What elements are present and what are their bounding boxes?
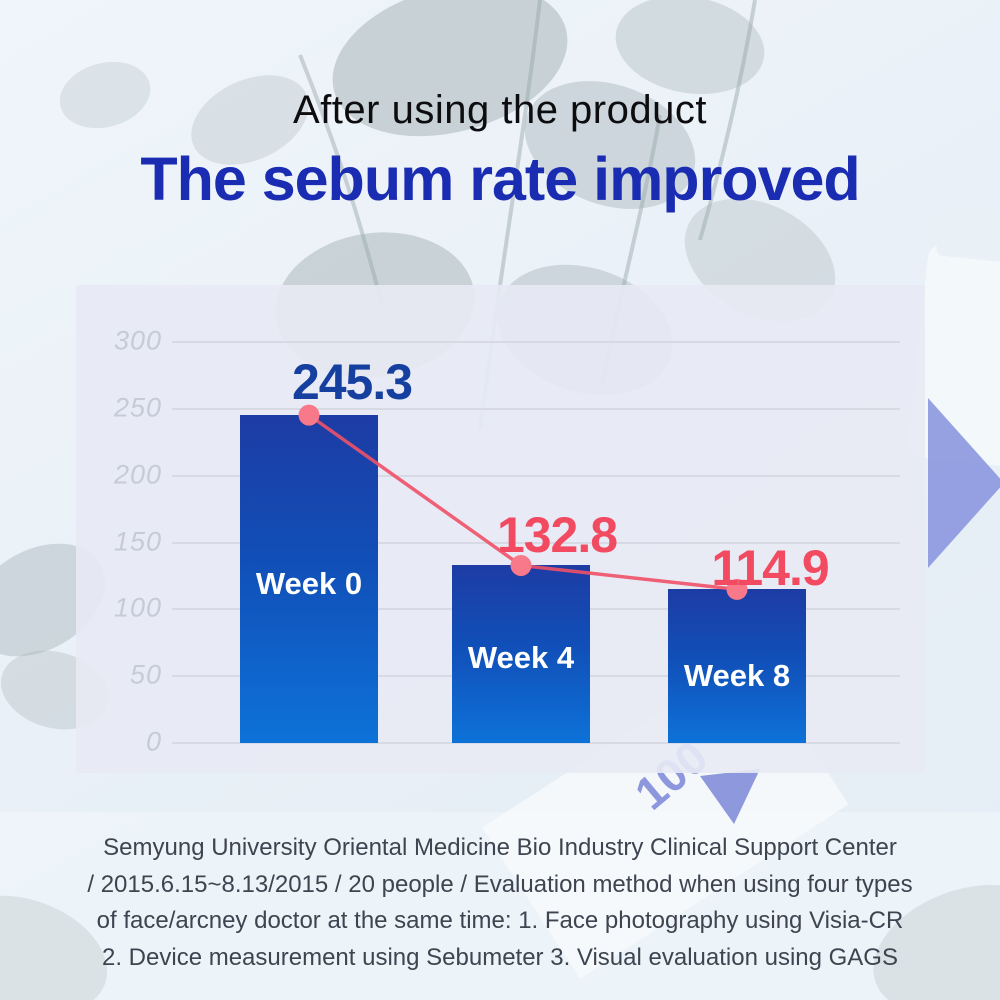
disclaimer-line-1: Semyung University Oriental Medicine Bio… xyxy=(103,834,897,861)
header: After using the product The sebum rate i… xyxy=(0,88,1000,214)
disclaimer-line-2: / 2015.6.15~8.13/2015 / 20 people / Eval… xyxy=(87,870,913,898)
leaf-bottom-left xyxy=(0,895,108,1000)
y-tick-label: 0 xyxy=(145,726,162,757)
y-tick-label: 150 xyxy=(113,526,162,557)
y-tick-label: 250 xyxy=(113,392,162,423)
chart-panel: 300 250 200 150 100 50 0 Week 0 Week 4 W… xyxy=(76,285,925,773)
bar-week-8 xyxy=(668,589,806,743)
y-tick-label: 100 xyxy=(113,592,162,623)
bar-category-label-week-4: Week 4 xyxy=(467,640,575,675)
gridline xyxy=(172,341,900,343)
faint-product-bottle xyxy=(908,209,1000,469)
package-arrow-triangle-icon xyxy=(928,398,1000,568)
value-label-week-4: 132.8 xyxy=(496,507,618,563)
y-tick-label: 200 xyxy=(113,459,162,490)
bar-category-label-week-8: Week 8 xyxy=(683,658,791,693)
disclaimer-line-3: of face/arcney doctor at the same time: … xyxy=(96,907,904,934)
bar-category-label-week-0: Week 0 xyxy=(255,566,363,601)
study-disclaimer: Semyung University Oriental Medicine Bio… xyxy=(0,830,1000,976)
disclaimer-line-4: 2. Device measurement using Sebumeter 3.… xyxy=(102,943,898,971)
bar-week-4 xyxy=(452,565,590,743)
gridline xyxy=(172,742,900,744)
value-label-week-0: 245.3 xyxy=(291,354,413,410)
page-title: The sebum rate improved xyxy=(140,145,860,213)
page-subtitle: After using the product xyxy=(293,88,707,132)
package-triangle-icon xyxy=(700,769,760,824)
y-tick-label: 300 xyxy=(113,325,162,356)
leaf-bottom-right xyxy=(873,884,1000,1000)
value-label-week-8: 114.9 xyxy=(711,540,829,596)
y-tick-label: 50 xyxy=(129,659,162,690)
gridline xyxy=(172,408,900,410)
